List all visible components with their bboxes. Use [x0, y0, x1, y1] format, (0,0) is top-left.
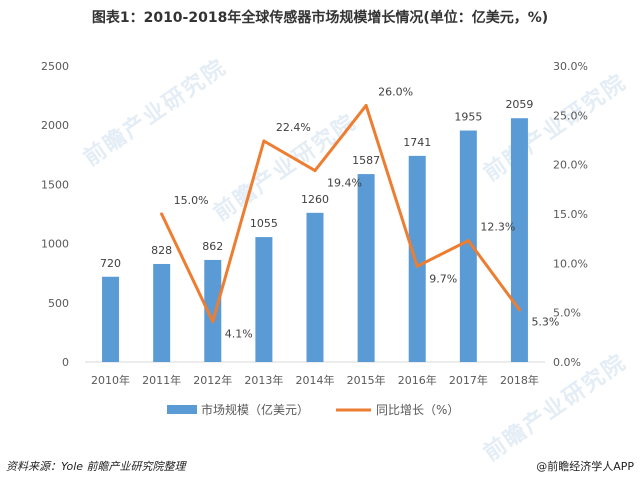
bar [204, 259, 222, 362]
line-value-label: 4.1% [225, 328, 253, 341]
bar-value-label: 720 [100, 257, 121, 270]
line-value-label: 26.0% [378, 85, 413, 98]
legend-line-label: 同比增长（%） [376, 403, 459, 417]
bar [510, 118, 528, 362]
x-tick-label: 2012年 [193, 373, 232, 387]
bar-value-label: 1260 [301, 193, 329, 206]
bar [306, 212, 324, 362]
x-tick-label: 2018年 [500, 373, 539, 387]
y-tick-label: 2500 [41, 60, 69, 73]
x-tick-label: 2016年 [398, 373, 437, 387]
bar-value-label: 1741 [403, 136, 431, 149]
y2-tick-label: 30.0% [553, 60, 588, 73]
x-tick-label: 2010年 [91, 373, 130, 387]
y-tick-label: 1000 [41, 238, 69, 251]
line-point [160, 212, 164, 216]
line-value-label: 5.3% [531, 316, 559, 329]
line-value-label: 12.3% [480, 221, 515, 234]
y-tick-label: 2000 [41, 119, 69, 132]
y-tick-label: 1500 [41, 178, 69, 191]
credit-note: @前瞻经济学人APP [536, 460, 634, 473]
legend-bar-swatch [167, 405, 197, 414]
chart-title: 图表1：2010-2018年全球传感器市场规模增长情况(单位：亿美元，%) [91, 10, 549, 26]
bar [357, 174, 375, 362]
source-note: 资料来源：Yole 前瞻产业研究院整理 [6, 460, 186, 473]
bar [153, 263, 171, 362]
bar [459, 130, 477, 362]
line-point [517, 308, 521, 312]
y2-tick-label: 10.0% [553, 257, 588, 270]
x-tick-label: 2011年 [142, 373, 181, 387]
bar-value-label: 1587 [352, 154, 380, 167]
bar [255, 237, 273, 362]
y-tick-label: 0 [62, 356, 69, 369]
y2-tick-label: 25.0% [553, 109, 588, 122]
x-tick-label: 2014年 [296, 373, 335, 387]
data-labels: 720 828 862 1055 1260 1587 1741 1955 2059 15.0% 4.… [100, 85, 559, 340]
x-tick-label: 2015年 [347, 373, 386, 387]
bar-value-label: 1955 [454, 111, 482, 124]
x-tick-label: 2017年 [449, 373, 488, 387]
y2-tick-label: 15.0% [553, 208, 588, 221]
bar [102, 276, 120, 362]
y2-tick-label: 5.0% [553, 307, 581, 320]
bar-value-label: 862 [202, 240, 223, 253]
line-value-label: 19.4% [327, 177, 362, 190]
bar-value-label: 828 [151, 244, 172, 257]
growth-line [160, 103, 521, 324]
x-tick-label: 2013年 [244, 373, 283, 387]
line-value-label: 22.4% [276, 121, 311, 134]
legend: 市场规模（亿美元） 同比增长（%） [167, 402, 459, 417]
line-point [313, 169, 317, 173]
bar [408, 155, 426, 362]
y2-tick-label: 0.0% [553, 356, 581, 369]
line-point [364, 103, 368, 107]
line-value-label: 9.7% [429, 272, 457, 285]
line-point [466, 239, 470, 243]
y2-tick-label: 20.0% [553, 159, 588, 172]
line-point [211, 320, 215, 324]
line-point [262, 139, 266, 143]
line-value-label: 15.0% [174, 194, 209, 207]
axis-layer: 0 500 1000 1500 2000 2500 0.0% 5.0% 10.0% 15.0% 20… [41, 60, 588, 387]
bar-value-label: 2059 [505, 98, 533, 111]
bar-value-label: 1055 [250, 217, 278, 230]
y-tick-label: 500 [48, 297, 69, 310]
line-point [415, 264, 419, 268]
legend-bar-label: 市场规模（亿美元） [201, 402, 309, 417]
bar-series [102, 118, 528, 362]
line-series [160, 103, 521, 324]
